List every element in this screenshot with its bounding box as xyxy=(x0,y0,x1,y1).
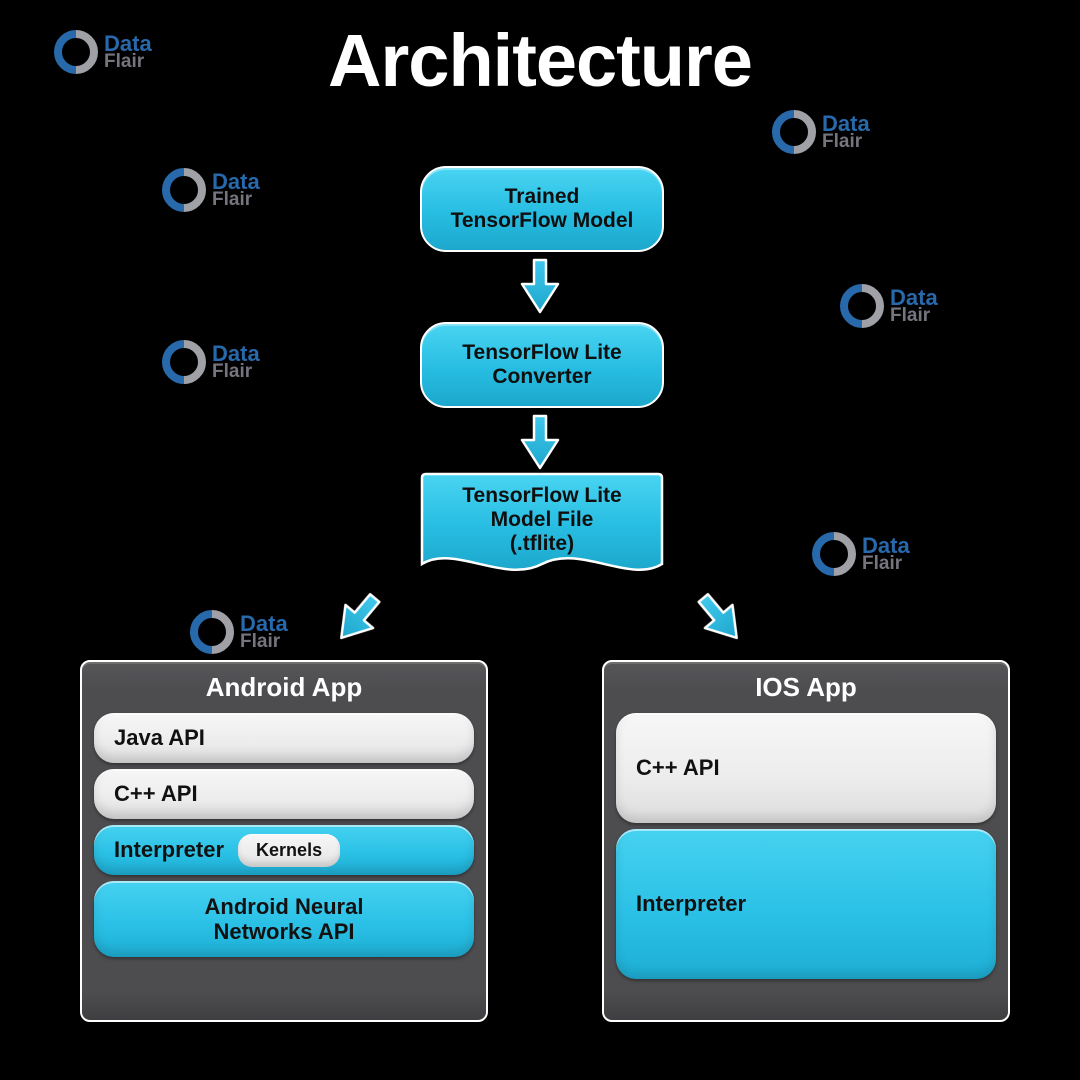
logo-icon xyxy=(812,532,856,576)
row-label: C++ API xyxy=(114,781,198,807)
row-label: Interpreter xyxy=(114,837,224,863)
arrow-down-icon xyxy=(520,414,560,470)
kernels-chip: Kernels xyxy=(238,834,340,867)
panel-ios-app: IOS App C++ API Interpreter xyxy=(602,660,1010,1022)
node-model-file: TensorFlow Lite Model File (.tflite) xyxy=(420,472,664,586)
watermark-line2: Flair xyxy=(212,191,260,208)
node-trained-line2: TensorFlow Model xyxy=(451,209,634,232)
watermark-line2: Flair xyxy=(822,133,870,150)
node-file-line1: TensorFlow Lite xyxy=(462,484,621,507)
watermark-line2: Flair xyxy=(104,53,152,70)
watermark-line2: Flair xyxy=(240,633,288,650)
node-converter-line1: TensorFlow Lite xyxy=(462,341,621,364)
row-label: Android Neural xyxy=(205,894,364,919)
logo-icon xyxy=(840,284,884,328)
arrow-down-icon xyxy=(520,258,560,314)
node-file-line3: (.tflite) xyxy=(510,532,574,555)
logo-icon xyxy=(772,110,816,154)
arrow-down-right-icon xyxy=(681,579,760,658)
watermark-line2: Flair xyxy=(862,555,910,572)
watermark-logo: DataFlair xyxy=(840,284,938,328)
node-file-line2: Model File xyxy=(491,508,594,531)
watermark-line2: Flair xyxy=(212,363,260,380)
logo-icon xyxy=(162,168,206,212)
panel-android-title: Android App xyxy=(94,672,474,703)
page-title: Architecture xyxy=(0,18,1080,103)
logo-icon xyxy=(162,340,206,384)
watermark-logo: DataFlair xyxy=(190,610,288,654)
watermark-line2: Flair xyxy=(890,307,938,324)
watermark-logo: DataFlair xyxy=(162,168,260,212)
logo-icon xyxy=(54,30,98,74)
arrow-down-left-icon xyxy=(319,579,398,658)
node-trained-model: Trained TensorFlow Model xyxy=(420,166,664,252)
ios-row: C++ API xyxy=(616,713,996,823)
android-row: Java API xyxy=(94,713,474,763)
android-row: Android NeuralNetworks API xyxy=(94,881,474,957)
ios-row: Interpreter xyxy=(616,829,996,979)
row-label: Networks API xyxy=(213,919,354,944)
panel-android-app: Android App Java API C++ API Interpreter Ke… xyxy=(80,660,488,1022)
node-converter-line2: Converter xyxy=(492,365,591,388)
row-label: Java API xyxy=(114,725,205,751)
watermark-logo: DataFlair xyxy=(54,30,152,74)
watermark-logo: DataFlair xyxy=(812,532,910,576)
watermark-logo: DataFlair xyxy=(772,110,870,154)
watermark-logo: DataFlair xyxy=(162,340,260,384)
row-label: Interpreter xyxy=(636,891,746,917)
android-row: Interpreter Kernels xyxy=(94,825,474,875)
row-label: C++ API xyxy=(636,755,720,781)
logo-icon xyxy=(190,610,234,654)
node-converter: TensorFlow Lite Converter xyxy=(420,322,664,408)
android-row: C++ API xyxy=(94,769,474,819)
panel-ios-title: IOS App xyxy=(616,672,996,703)
node-trained-line1: Trained xyxy=(505,185,580,208)
